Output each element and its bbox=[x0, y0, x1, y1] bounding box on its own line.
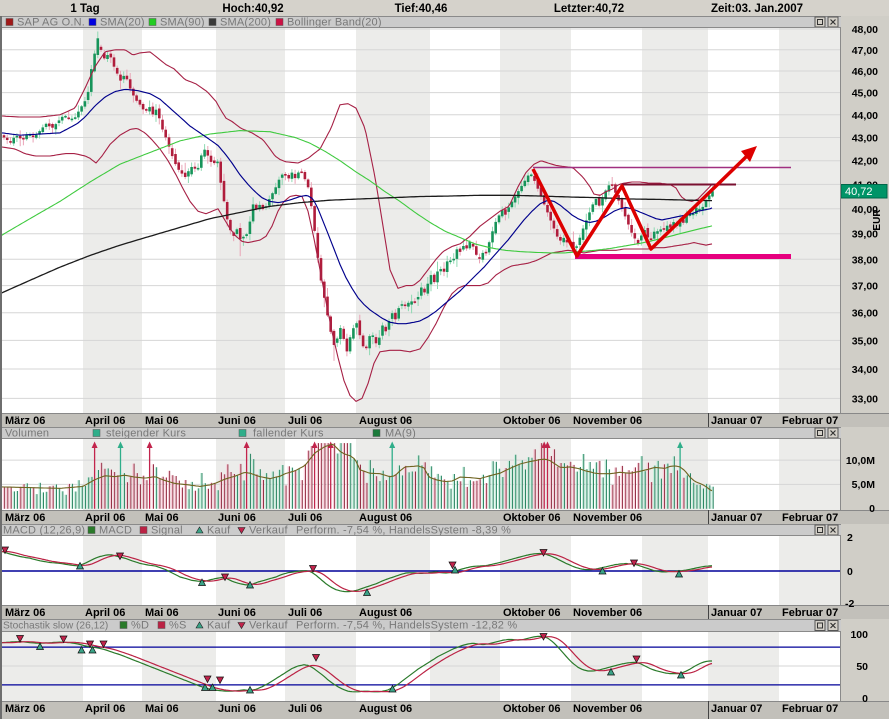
svg-text:46,00: 46,00 bbox=[852, 66, 878, 78]
svg-text:39,00: 39,00 bbox=[852, 229, 878, 241]
svg-text:März 06: März 06 bbox=[5, 415, 45, 427]
svg-text:0: 0 bbox=[847, 566, 853, 578]
svg-text:Februar 07: Februar 07 bbox=[782, 415, 838, 427]
svg-text:MACD: MACD bbox=[99, 525, 132, 537]
svg-text:Juni 06: Juni 06 bbox=[218, 512, 256, 524]
svg-text:Signal: Signal bbox=[151, 525, 183, 537]
svg-text:Januar 07: Januar 07 bbox=[711, 415, 762, 427]
svg-text:Verkauf: Verkauf bbox=[249, 525, 288, 537]
svg-text:48,00: 48,00 bbox=[852, 24, 878, 36]
svg-text:35,00: 35,00 bbox=[852, 335, 878, 347]
svg-text:März 06: März 06 bbox=[5, 512, 45, 524]
svg-text:Stochastik slow (26,12): Stochastik slow (26,12) bbox=[3, 621, 108, 632]
svg-text:August 06: August 06 bbox=[359, 703, 412, 715]
svg-text:100: 100 bbox=[850, 629, 868, 641]
svg-text:Januar 07: Januar 07 bbox=[711, 703, 762, 715]
svg-text:43,00: 43,00 bbox=[852, 133, 878, 145]
svg-text:Oktober 06: Oktober 06 bbox=[503, 512, 560, 524]
svg-text:Tief:40,46: Tief:40,46 bbox=[395, 3, 448, 15]
svg-text:SMA(90): SMA(90) bbox=[160, 17, 205, 29]
svg-text:Letzter:40,72: Letzter:40,72 bbox=[554, 3, 624, 15]
svg-text:5,0M: 5,0M bbox=[852, 479, 876, 491]
svg-text:SMA(20): SMA(20) bbox=[100, 17, 145, 29]
svg-text:Mai 06: Mai 06 bbox=[145, 512, 179, 524]
svg-text:10,0M: 10,0M bbox=[846, 455, 875, 467]
svg-text:November 06: November 06 bbox=[573, 607, 642, 619]
svg-text:Volumen: Volumen bbox=[5, 428, 49, 440]
svg-text:April 06: April 06 bbox=[85, 415, 125, 427]
svg-text:Perform. -7,54 %, HandelsSyste: Perform. -7,54 %, HandelsSystem -8,39 % bbox=[296, 525, 511, 537]
svg-text:Perform. -7,54 %, HandelsSyste: Perform. -7,54 %, HandelsSystem -12,82 % bbox=[296, 620, 517, 632]
svg-text:Juli 06: Juli 06 bbox=[288, 512, 322, 524]
svg-text:November 06: November 06 bbox=[573, 703, 642, 715]
svg-text:Juni 06: Juni 06 bbox=[218, 607, 256, 619]
svg-text:38,00: 38,00 bbox=[852, 254, 878, 266]
svg-text:steigender Kurs: steigender Kurs bbox=[106, 428, 186, 440]
svg-text:Juni 06: Juni 06 bbox=[218, 703, 256, 715]
svg-text:0: 0 bbox=[869, 503, 875, 515]
svg-text:Februar 07: Februar 07 bbox=[782, 607, 838, 619]
svg-text:44,00: 44,00 bbox=[852, 110, 878, 122]
svg-text:November 06: November 06 bbox=[573, 415, 642, 427]
svg-text:Februar 07: Februar 07 bbox=[782, 703, 838, 715]
svg-text:Juli 06: Juli 06 bbox=[288, 607, 322, 619]
svg-text:Juli 06: Juli 06 bbox=[288, 703, 322, 715]
svg-text:Kauf: Kauf bbox=[207, 525, 231, 537]
svg-text:April 06: April 06 bbox=[85, 607, 125, 619]
svg-text:Mai 06: Mai 06 bbox=[145, 703, 179, 715]
svg-text:Oktober 06: Oktober 06 bbox=[503, 607, 560, 619]
svg-text:Oktober 06: Oktober 06 bbox=[503, 415, 560, 427]
svg-text:Hoch:40,92: Hoch:40,92 bbox=[222, 3, 283, 15]
svg-text:36,00: 36,00 bbox=[852, 308, 878, 320]
svg-text:2: 2 bbox=[847, 532, 853, 544]
svg-text:August 06: August 06 bbox=[359, 607, 412, 619]
svg-text:Januar 07: Januar 07 bbox=[711, 607, 762, 619]
svg-text:%D: %D bbox=[131, 620, 149, 632]
svg-text:Oktober 06: Oktober 06 bbox=[503, 703, 560, 715]
svg-text:November 06: November 06 bbox=[573, 512, 642, 524]
svg-text:40,00: 40,00 bbox=[852, 204, 878, 216]
svg-text:Januar 07: Januar 07 bbox=[711, 512, 762, 524]
svg-text:34,00: 34,00 bbox=[852, 364, 878, 376]
svg-text:Zeit:03. Jan.2007: Zeit:03. Jan.2007 bbox=[711, 3, 803, 15]
svg-text:%S: %S bbox=[169, 620, 187, 632]
svg-text:SMA(200): SMA(200) bbox=[220, 17, 271, 29]
svg-text:April 06: April 06 bbox=[85, 512, 125, 524]
svg-text:März 06: März 06 bbox=[5, 607, 45, 619]
svg-text:August 06: August 06 bbox=[359, 512, 412, 524]
svg-text:37,00: 37,00 bbox=[852, 281, 878, 293]
svg-text:Verkauf: Verkauf bbox=[249, 620, 288, 632]
svg-text:März 06: März 06 bbox=[5, 703, 45, 715]
svg-text:Februar 07: Februar 07 bbox=[782, 512, 838, 524]
svg-text:Juni 06: Juni 06 bbox=[218, 415, 256, 427]
svg-text:1 Tag: 1 Tag bbox=[70, 3, 99, 15]
svg-text:August 06: August 06 bbox=[359, 415, 412, 427]
svg-text:50: 50 bbox=[856, 661, 868, 673]
svg-text:Bollinger Band(20): Bollinger Band(20) bbox=[287, 17, 382, 29]
svg-text:42,00: 42,00 bbox=[852, 156, 878, 168]
svg-text:fallender Kurs: fallender Kurs bbox=[253, 428, 324, 440]
svg-text:Mai 06: Mai 06 bbox=[145, 415, 179, 427]
svg-text:EUR: EUR bbox=[872, 209, 883, 231]
svg-text:MACD (12,26,9): MACD (12,26,9) bbox=[3, 525, 85, 537]
svg-text:45,00: 45,00 bbox=[852, 88, 878, 100]
svg-text:47,00: 47,00 bbox=[852, 45, 878, 57]
svg-text:0: 0 bbox=[862, 693, 868, 705]
svg-text:SAP AG O.N.: SAP AG O.N. bbox=[17, 17, 85, 29]
svg-text:40,72: 40,72 bbox=[845, 186, 873, 198]
svg-text:-2: -2 bbox=[845, 598, 854, 610]
svg-text:Kauf: Kauf bbox=[207, 620, 231, 632]
svg-text:33,00: 33,00 bbox=[852, 393, 878, 405]
svg-text:April 06: April 06 bbox=[85, 703, 125, 715]
svg-text:Juli 06: Juli 06 bbox=[288, 415, 322, 427]
svg-text:MA(9): MA(9) bbox=[385, 428, 416, 440]
svg-text:Mai 06: Mai 06 bbox=[145, 607, 179, 619]
